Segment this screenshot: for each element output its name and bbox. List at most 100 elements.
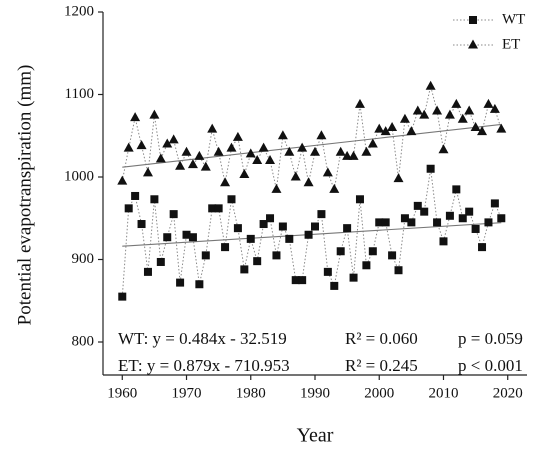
triangle-marker bbox=[284, 146, 295, 156]
square-marker bbox=[156, 257, 165, 266]
square-marker bbox=[240, 265, 249, 274]
fit-p: p = 0.059 bbox=[458, 329, 523, 348]
y-tick-label: 1100 bbox=[65, 86, 94, 102]
square-marker bbox=[478, 243, 487, 252]
x-tick-label: 1970 bbox=[172, 385, 202, 401]
y-tick-label: 800 bbox=[72, 333, 95, 349]
triangle-marker bbox=[316, 130, 327, 140]
triangle-marker bbox=[310, 146, 320, 156]
triangle-marker bbox=[258, 142, 269, 152]
square-marker bbox=[469, 16, 477, 24]
square-marker bbox=[169, 210, 178, 219]
square-marker bbox=[176, 278, 185, 287]
square-marker bbox=[407, 218, 416, 227]
square-marker bbox=[118, 292, 127, 301]
square-marker bbox=[227, 195, 236, 204]
square-marker bbox=[355, 195, 364, 204]
square-marker bbox=[137, 220, 146, 229]
square-marker bbox=[490, 199, 499, 208]
square-marker bbox=[349, 273, 358, 282]
square-marker bbox=[394, 266, 403, 275]
triangle-marker bbox=[175, 160, 186, 170]
fit-r2: R² = 0.060 bbox=[345, 329, 418, 348]
triangle-marker bbox=[226, 142, 237, 152]
triangle-marker bbox=[489, 103, 500, 113]
square-marker bbox=[381, 218, 390, 227]
triangle-marker bbox=[194, 150, 205, 160]
series-line bbox=[121, 86, 502, 192]
square-marker bbox=[221, 243, 230, 252]
square-marker bbox=[439, 237, 448, 246]
triangle-marker bbox=[457, 113, 468, 123]
x-tick-label: 2020 bbox=[493, 385, 523, 401]
square-marker bbox=[214, 204, 223, 213]
triangle-marker bbox=[187, 159, 198, 169]
square-marker bbox=[465, 207, 474, 216]
square-marker bbox=[343, 224, 352, 233]
square-marker bbox=[311, 222, 319, 231]
triangle-marker bbox=[213, 146, 224, 156]
triangle-marker bbox=[290, 171, 301, 181]
x-tick-label: 1980 bbox=[236, 385, 266, 401]
triangle-marker bbox=[322, 167, 333, 177]
square-marker bbox=[285, 234, 294, 243]
square-marker bbox=[163, 233, 172, 242]
square-marker bbox=[266, 214, 275, 223]
triangle-marker bbox=[419, 109, 430, 119]
square-marker bbox=[330, 281, 339, 290]
square-marker bbox=[150, 195, 159, 204]
square-marker bbox=[246, 234, 255, 243]
triangle-marker bbox=[162, 138, 173, 148]
square-marker bbox=[131, 191, 140, 200]
square-marker bbox=[208, 204, 217, 213]
square-marker bbox=[304, 230, 313, 239]
square-marker bbox=[323, 267, 332, 276]
triangle-marker bbox=[468, 39, 478, 49]
square-marker bbox=[471, 224, 480, 233]
triangle-marker bbox=[470, 122, 481, 131]
triangle-marker bbox=[117, 175, 128, 185]
triangle-marker bbox=[393, 173, 404, 183]
square-marker bbox=[426, 164, 435, 173]
square-marker bbox=[388, 251, 397, 260]
triangle-marker bbox=[342, 150, 353, 160]
square-marker bbox=[400, 214, 409, 223]
triangle-marker bbox=[123, 142, 134, 152]
triangle-marker bbox=[464, 105, 475, 115]
triangle-marker bbox=[354, 98, 365, 108]
triangle-marker bbox=[496, 123, 507, 133]
square-marker bbox=[201, 251, 210, 260]
triangle-marker bbox=[483, 98, 494, 108]
square-marker bbox=[195, 280, 204, 289]
triangle-marker bbox=[412, 105, 423, 115]
fit-r2: R² = 0.245 bbox=[345, 356, 418, 375]
square-marker bbox=[433, 218, 442, 227]
triangle-marker bbox=[387, 122, 398, 131]
triangle-marker bbox=[297, 142, 308, 152]
triangle-marker bbox=[168, 134, 179, 144]
triangle-marker bbox=[451, 98, 462, 108]
square-marker bbox=[188, 233, 197, 242]
square-marker bbox=[253, 257, 262, 266]
square-marker bbox=[143, 267, 152, 276]
square-marker bbox=[484, 218, 493, 227]
triangle-marker bbox=[271, 183, 282, 193]
legend-label: ET bbox=[502, 36, 520, 52]
triangle-marker bbox=[367, 138, 378, 148]
square-marker bbox=[362, 261, 371, 270]
triangle-marker bbox=[425, 80, 436, 90]
triangle-marker bbox=[252, 155, 263, 164]
triangle-marker bbox=[142, 167, 153, 177]
square-marker bbox=[336, 247, 345, 256]
triangle-marker bbox=[130, 112, 141, 122]
square-marker bbox=[375, 218, 384, 227]
square-marker bbox=[458, 214, 467, 223]
legend-label: WT bbox=[502, 11, 525, 27]
square-marker bbox=[182, 230, 191, 239]
triangle-marker bbox=[380, 126, 391, 136]
x-tick-label: 1960 bbox=[107, 385, 137, 401]
square-marker bbox=[298, 276, 307, 285]
y-tick-label: 1200 bbox=[64, 3, 94, 19]
square-marker bbox=[278, 222, 287, 231]
